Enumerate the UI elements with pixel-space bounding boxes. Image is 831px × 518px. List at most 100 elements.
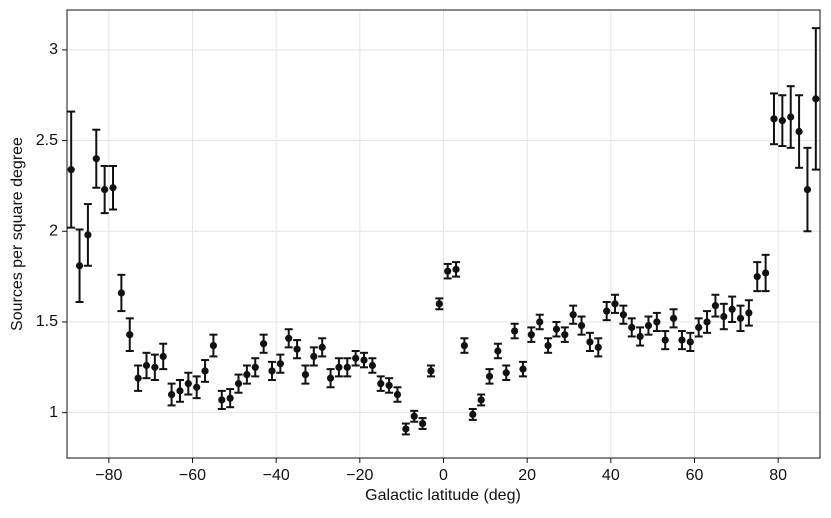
point [586, 338, 594, 346]
point [603, 307, 611, 315]
point [544, 341, 552, 350]
point [711, 302, 720, 310]
x-axis-label: Galactic latitude (deg) [365, 487, 521, 504]
point [352, 354, 360, 362]
point [243, 370, 251, 379]
point [536, 318, 544, 326]
point [669, 314, 678, 322]
point [226, 394, 234, 402]
point [84, 231, 92, 239]
x-tick-label: −20 [346, 467, 373, 484]
point [318, 343, 326, 351]
point [301, 370, 310, 379]
point [201, 367, 209, 375]
y-tick-label: 3 [49, 41, 58, 58]
point [703, 318, 711, 326]
point [92, 155, 100, 163]
point [569, 311, 577, 319]
point [644, 321, 653, 330]
point [678, 336, 686, 344]
x-tick-label: 40 [602, 467, 620, 484]
point [67, 166, 75, 174]
point [126, 331, 134, 339]
x-tick-label: −40 [263, 467, 290, 484]
point [393, 390, 402, 399]
point [268, 367, 276, 375]
point [762, 269, 770, 277]
point [159, 352, 167, 361]
y-tick-label: 1.5 [36, 313, 58, 330]
x-tick-label: 80 [769, 467, 787, 484]
point [628, 323, 636, 332]
point [728, 305, 736, 313]
point [109, 184, 117, 192]
point [511, 327, 519, 335]
point [184, 380, 192, 388]
y-tick-label: 2 [49, 222, 58, 239]
x-tick-label: 20 [518, 467, 536, 484]
point [803, 185, 812, 194]
point [101, 185, 109, 194]
point [402, 425, 410, 433]
point [385, 381, 393, 390]
point [636, 332, 644, 341]
point [209, 341, 218, 350]
point [527, 331, 535, 339]
point [477, 396, 485, 404]
point [335, 363, 343, 371]
point [435, 300, 443, 308]
point [753, 273, 761, 281]
point [611, 300, 619, 308]
point [502, 369, 510, 377]
point [310, 352, 318, 361]
point [770, 115, 778, 123]
point [686, 338, 694, 346]
point [151, 363, 159, 371]
y-tick-label: 1 [49, 404, 58, 421]
point [276, 360, 284, 368]
point [778, 117, 786, 125]
point [695, 323, 703, 332]
point [218, 396, 226, 404]
point [326, 374, 335, 382]
point [594, 343, 602, 351]
point [293, 345, 301, 353]
point [427, 367, 435, 375]
point [745, 309, 753, 317]
point [485, 372, 494, 380]
point [343, 363, 351, 371]
point [251, 363, 259, 371]
point [795, 127, 803, 136]
point [812, 95, 820, 103]
point [460, 341, 469, 350]
point [234, 380, 243, 388]
point [368, 361, 376, 370]
point [469, 410, 477, 419]
point [444, 267, 452, 275]
point [176, 387, 184, 395]
point [418, 419, 427, 428]
point [494, 347, 502, 355]
point [787, 113, 795, 121]
point [661, 336, 669, 344]
point [736, 314, 745, 322]
x-tick-label: −60 [179, 467, 206, 484]
point [577, 321, 586, 330]
point [134, 374, 142, 382]
point [452, 265, 460, 273]
point [653, 318, 661, 326]
point [285, 334, 293, 342]
point [519, 365, 527, 373]
point [720, 312, 728, 321]
point [117, 289, 125, 297]
x-tick-label: 60 [686, 467, 704, 484]
point [167, 390, 176, 399]
point [142, 361, 151, 370]
point [552, 325, 561, 333]
x-tick-label: −80 [95, 467, 122, 484]
point [360, 356, 368, 364]
y-axis-label: Sources per square degree [9, 137, 26, 331]
y-tick-label: 2.5 [36, 132, 58, 149]
